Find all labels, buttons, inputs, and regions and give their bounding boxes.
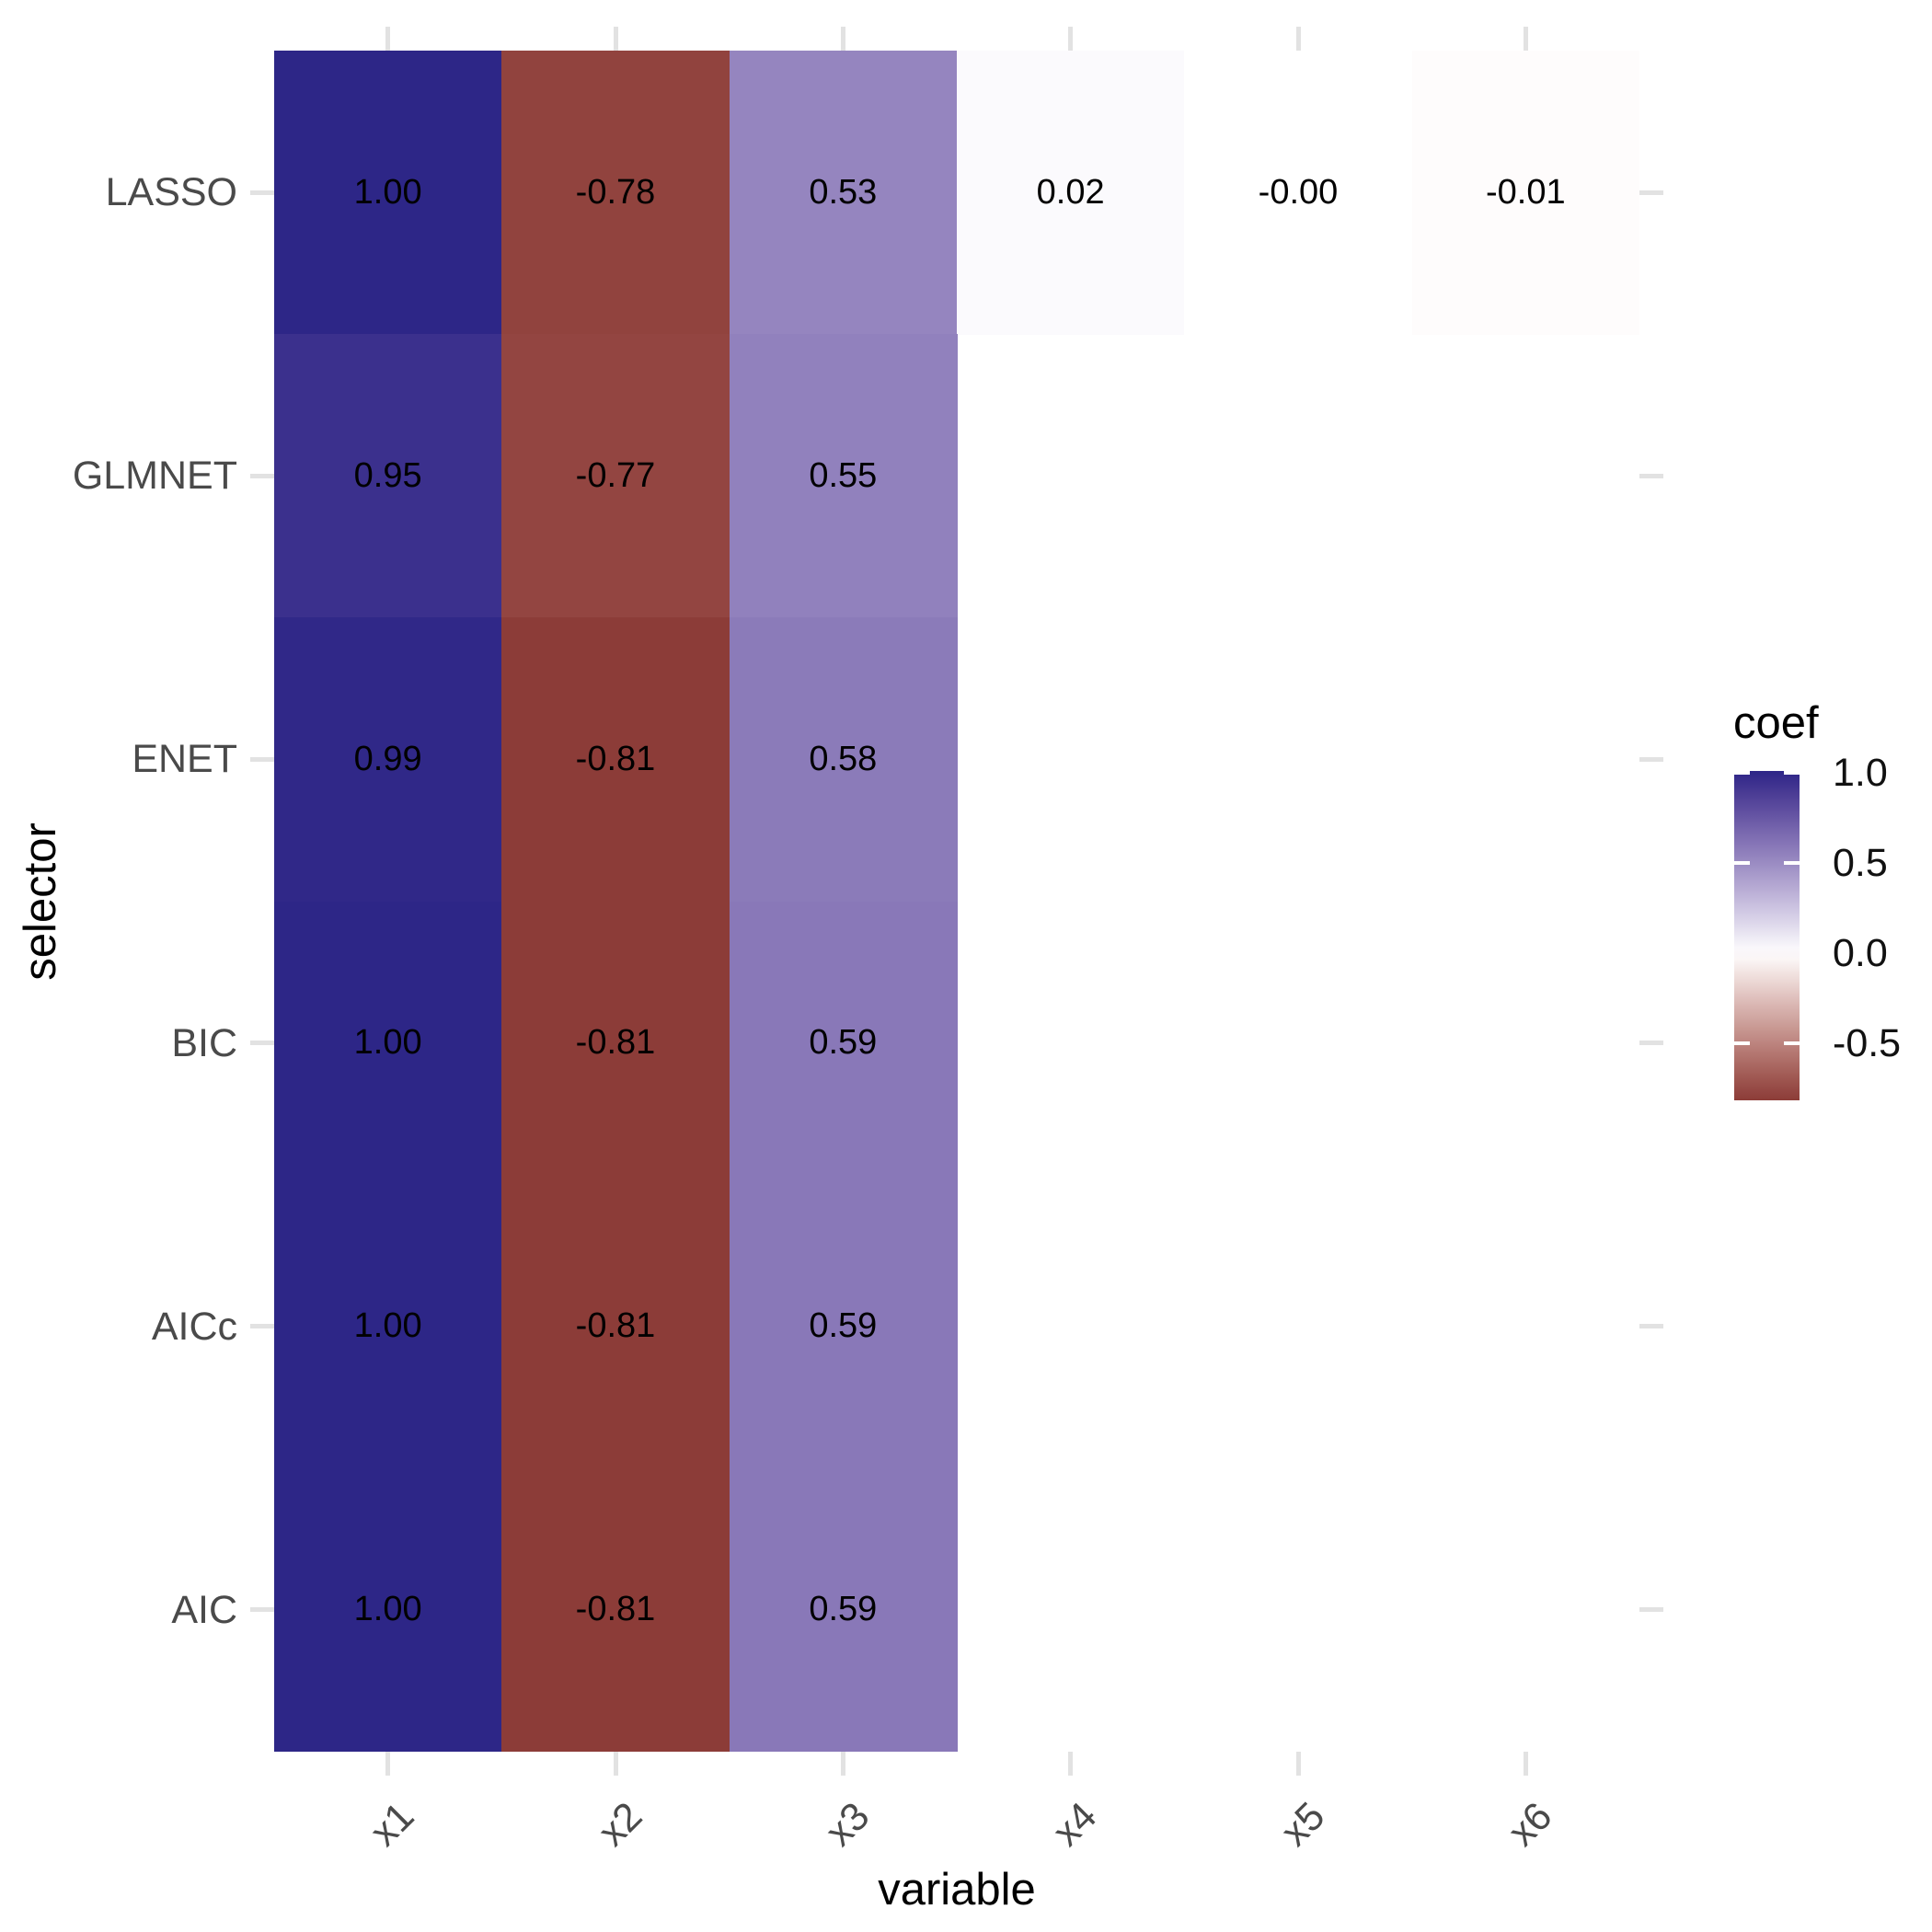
heatmap-cell (501, 51, 730, 336)
heatmap-cell (729, 617, 958, 903)
legend-break-label: 1.0 (1833, 751, 1888, 795)
cell-value-label: 1.00 (353, 1023, 422, 1063)
cell-value-label: 1.00 (353, 1590, 422, 1629)
heatmap-cell (729, 334, 958, 619)
y-axis-tick-left (250, 1607, 274, 1613)
x-axis-tick-top (613, 27, 618, 51)
x-axis-tick-bottom (385, 1752, 391, 1776)
x-axis-tick-top (840, 27, 845, 51)
heatmap-cell (501, 1467, 730, 1752)
heatmap-cell (501, 901, 730, 1186)
cell-value-label: -0.81 (575, 1306, 656, 1346)
cell-value-label: -0.81 (575, 739, 656, 778)
cell-value-label: 0.59 (809, 1590, 878, 1629)
x-axis-tick-top (1523, 27, 1528, 51)
legend-tick-mark (1734, 861, 1750, 865)
heatmap-cell (729, 51, 958, 336)
y-axis-tick-label: LASSO (105, 170, 237, 215)
x-axis-tick-top (1295, 27, 1301, 51)
cell-value-label: 0.55 (809, 455, 878, 495)
x-axis-tick-label: x2 (589, 1794, 650, 1856)
legend-tick-mark (1784, 1041, 1800, 1045)
legend-tick-mark (1784, 771, 1800, 775)
heatmap-cell (729, 901, 958, 1186)
heatmap-cell (729, 1467, 958, 1752)
cell-value-label: 0.58 (809, 739, 878, 778)
y-axis-tick-label: GLMNET (72, 454, 237, 499)
y-axis-tick-label: BIC (171, 1020, 237, 1065)
cell-value-label: -0.77 (575, 455, 656, 495)
cell-value-label: 0.99 (353, 739, 422, 778)
y-axis-tick-right (1639, 756, 1663, 762)
legend-tick-mark (1784, 861, 1800, 865)
heatmap-cell (1184, 51, 1413, 336)
y-axis-tick-label: AIC (171, 1587, 237, 1632)
x-axis-tick-bottom (613, 1752, 618, 1776)
x-axis-tick-top (1068, 27, 1074, 51)
cell-value-label: 0.95 (353, 455, 422, 495)
x-axis-tick-bottom (1295, 1752, 1301, 1776)
y-axis-tick-left (250, 1324, 274, 1329)
y-axis-tick-right (1639, 1041, 1663, 1046)
cell-value-label: 1.00 (353, 172, 422, 212)
x-axis-title: variable (878, 1865, 1036, 1915)
y-axis-tick-right (1639, 473, 1663, 478)
heatmap-cell (274, 901, 503, 1186)
cell-value-label: 0.59 (809, 1306, 878, 1346)
legend-title: coef (1733, 698, 1819, 748)
y-axis-title: selector (16, 822, 65, 981)
legend-tick-mark (1734, 1041, 1750, 1045)
y-axis-tick-left (250, 1041, 274, 1046)
legend-break-label: -0.5 (1833, 1021, 1902, 1065)
y-axis-tick-left (250, 473, 274, 478)
heatmap-cell (1411, 51, 1639, 336)
y-axis-tick-right (1639, 1607, 1663, 1613)
heatmap-cell (729, 1184, 958, 1469)
x-axis-tick-bottom (840, 1752, 845, 1776)
cell-value-label: -0.78 (575, 172, 656, 212)
heatmap-cell (501, 1184, 730, 1469)
heatmap-panel: 1.00 -0.78 0.53 0.02 -0.00 -0.01 0.95 -0.77 0.55… (274, 51, 1639, 1752)
heatmap-cell (274, 1467, 503, 1752)
heatmap-cell (501, 617, 730, 903)
y-axis-tick-label: ENET (132, 737, 237, 782)
cell-value-label: 1.00 (353, 1306, 422, 1346)
x-axis-tick-label: x1 (362, 1794, 423, 1856)
x-axis-tick-label: x6 (1500, 1794, 1561, 1856)
cell-value-label: -0.00 (1258, 172, 1339, 212)
y-axis-tick-left (250, 190, 274, 195)
x-axis-tick-label: x3 (817, 1794, 879, 1856)
heatmap-cell (274, 334, 503, 619)
legend-break-label: 0.5 (1833, 841, 1888, 885)
heatmap-cell (274, 617, 503, 903)
heatmap-cell (957, 51, 1186, 336)
legend-break-label: 0.0 (1833, 931, 1888, 975)
legend-gradient-bar (1734, 771, 1800, 1100)
cell-value-label: 0.02 (1036, 172, 1105, 212)
y-axis-tick-label: AICc (151, 1304, 237, 1349)
x-axis-tick-bottom (1523, 1752, 1528, 1776)
x-axis-tick-top (385, 27, 391, 51)
legend-tick-mark (1734, 771, 1750, 775)
heatmap-cell (274, 1184, 503, 1469)
cell-value-label: 0.53 (809, 172, 878, 212)
x-axis-tick-label: x5 (1271, 1794, 1333, 1856)
cell-value-label: -0.81 (575, 1590, 656, 1629)
cell-value-label: -0.01 (1486, 172, 1566, 212)
y-axis-tick-right (1639, 1324, 1663, 1329)
y-axis-tick-left (250, 756, 274, 762)
heatmap-cell (274, 51, 503, 336)
x-axis-tick-bottom (1068, 1752, 1074, 1776)
x-axis-tick-label: x4 (1044, 1794, 1106, 1856)
heatmap-cell (501, 334, 730, 619)
cell-value-label: -0.81 (575, 1023, 656, 1063)
y-axis-tick-right (1639, 190, 1663, 195)
cell-value-label: 0.59 (809, 1023, 878, 1063)
